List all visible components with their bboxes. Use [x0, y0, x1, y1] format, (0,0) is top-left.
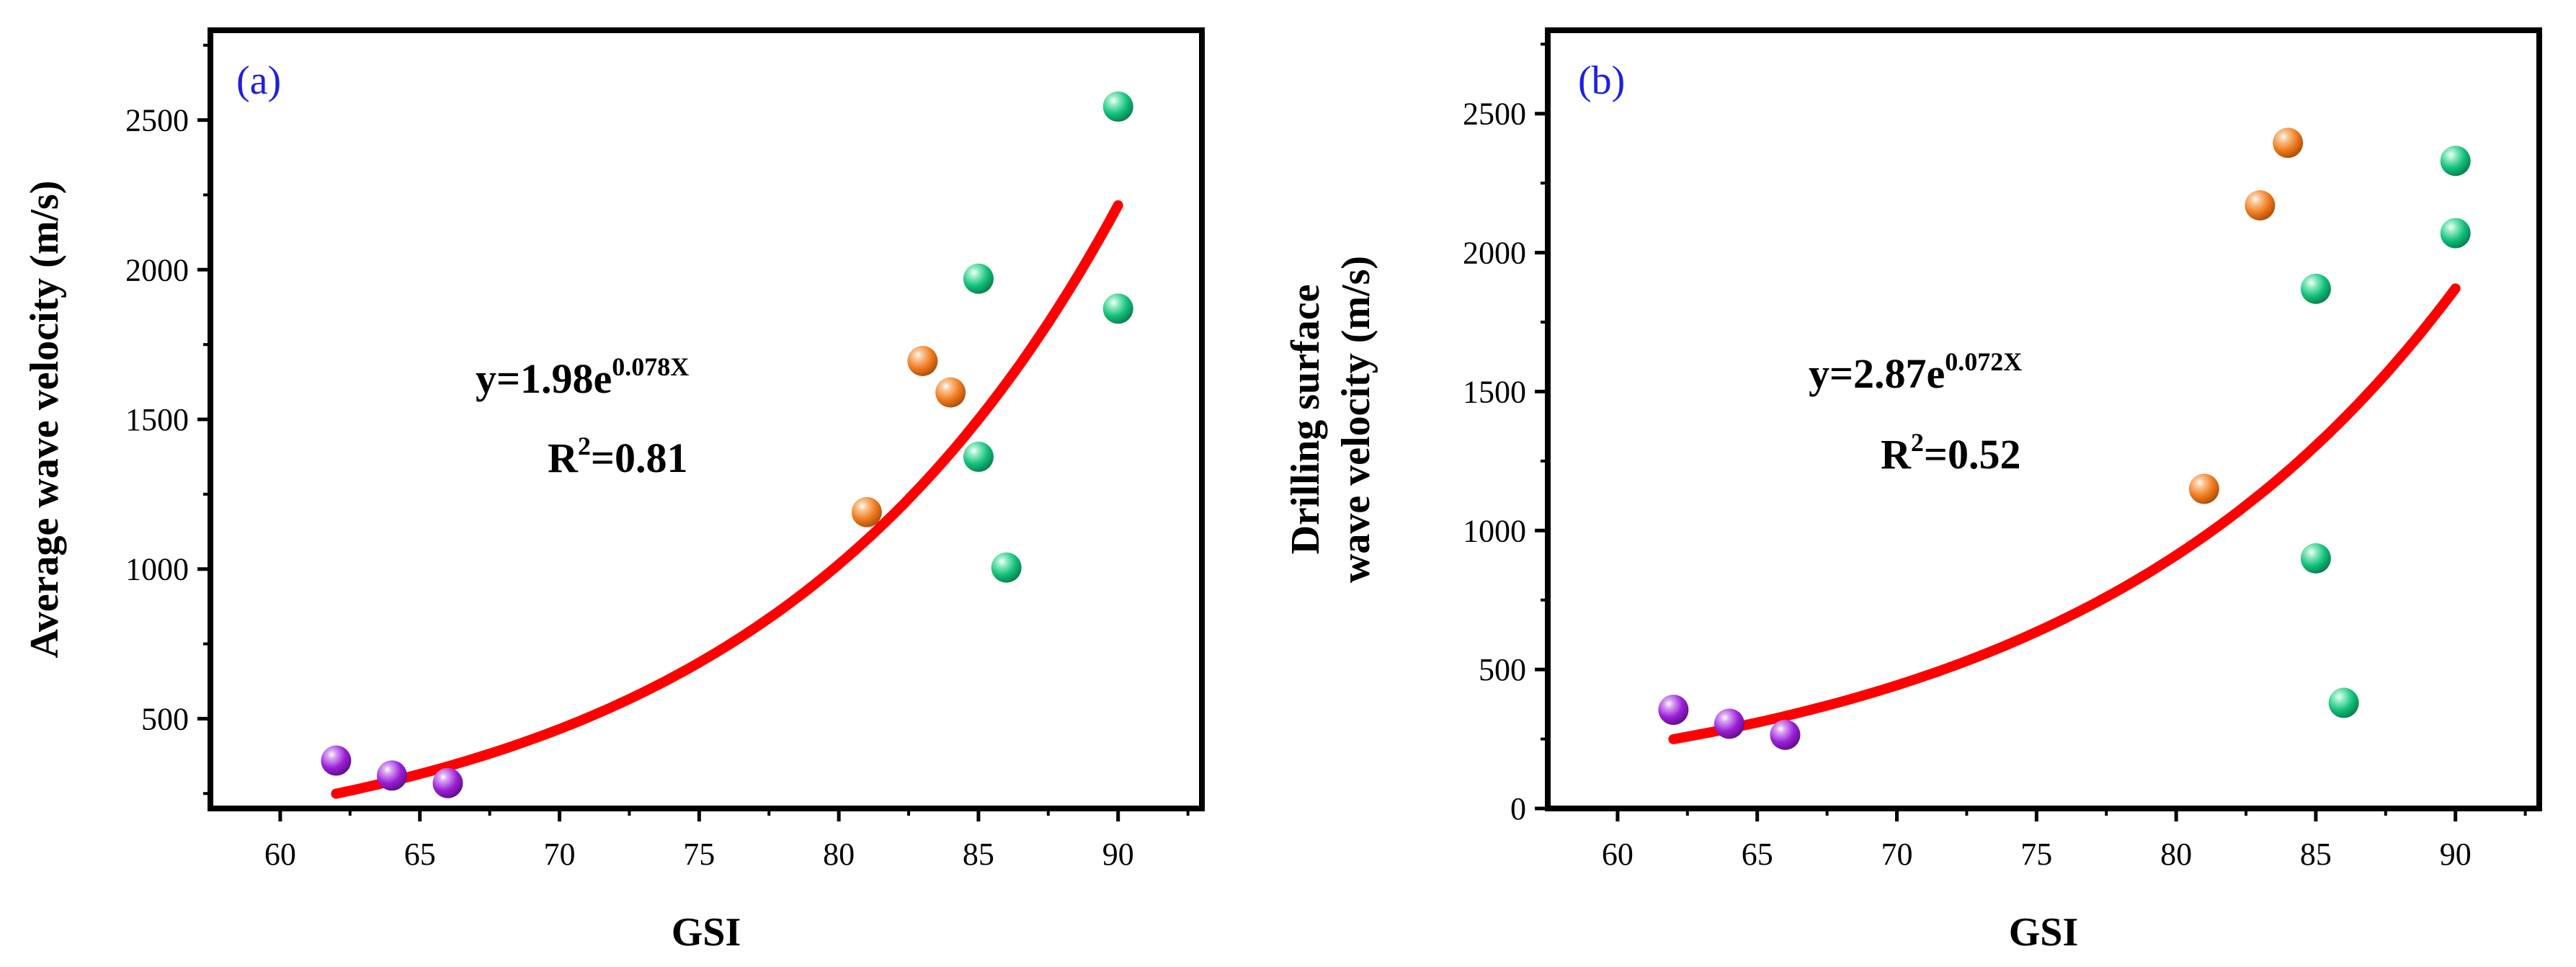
data-point-purple	[1770, 719, 1801, 750]
x-tick-label: 75	[2020, 837, 2052, 872]
x-tick-label: 70	[544, 837, 576, 872]
data-point-green	[991, 552, 1022, 583]
data-points	[321, 91, 1133, 798]
data-point-green	[1102, 91, 1133, 122]
axis-ticks	[197, 43, 1190, 821]
x-tick-label: 85	[2300, 837, 2332, 872]
x-tick-labels: 60 65 70 75 80 85 90	[1602, 837, 2472, 872]
data-point-purple	[321, 745, 352, 776]
data-point-orange	[2188, 473, 2219, 504]
x-tick-labels: 60 65 70 75 80 85 90	[264, 837, 1134, 872]
fit-equation: y=2.87e0.072X	[1809, 347, 2022, 397]
y-tick-label: 0	[1510, 791, 1526, 826]
fit-equation: y=1.98e0.078X	[476, 352, 689, 402]
panel-label: (b)	[1578, 58, 1625, 103]
r-squared: R2=0.52	[1881, 428, 2020, 478]
data-point-green	[963, 263, 994, 294]
y-tick-label: 1000	[1463, 513, 1526, 548]
x-tick-label: 85	[963, 837, 994, 872]
y-tick-label: 2500	[125, 103, 189, 138]
data-point-green	[2300, 273, 2331, 304]
x-tick-label: 90	[1102, 837, 1134, 872]
data-point-green	[2440, 146, 2471, 177]
x-axis-title: GSI	[672, 910, 741, 955]
data-point-purple	[1658, 695, 1689, 726]
x-tick-label: 75	[683, 837, 715, 872]
data-point-orange	[851, 496, 882, 527]
y-tick-label: 2000	[125, 252, 189, 288]
data-point-green	[963, 441, 994, 472]
fit-curve	[331, 200, 1123, 799]
data-point-orange	[907, 346, 938, 376]
data-points	[1658, 128, 2471, 750]
panel-label: (a)	[236, 58, 281, 103]
y-tick-label: 2000	[1463, 236, 1526, 271]
fit-curve	[1668, 283, 2461, 744]
y-axis-title: Average wave velocity (m/s)	[22, 181, 67, 659]
y-axis-title-line2: wave velocity (m/s)	[1334, 256, 1378, 583]
data-point-purple	[1713, 708, 1744, 739]
x-tick-label: 90	[2440, 837, 2472, 872]
y-axis-title-line1: Drilling surface	[1283, 285, 1328, 555]
y-tick-label: 500	[141, 701, 189, 736]
y-tick-labels: 0 500 1000 1500 2000 2500	[1463, 97, 1526, 826]
y-tick-labels: 500 1000 1500 2000 2500	[125, 103, 189, 737]
y-tick-label: 1500	[1463, 374, 1526, 409]
y-tick-label: 1500	[125, 402, 189, 437]
data-point-orange	[935, 377, 966, 408]
x-tick-label: 60	[264, 837, 296, 872]
data-point-orange	[2245, 190, 2276, 220]
x-tick-label: 80	[2160, 837, 2192, 872]
data-point-purple	[432, 767, 463, 798]
data-point-green	[2300, 543, 2331, 574]
x-axis-title: GSI	[2009, 910, 2079, 955]
axis-ticks	[1535, 43, 2527, 821]
r-squared: R2=0.81	[548, 432, 687, 481]
x-tick-label: 70	[1881, 837, 1913, 872]
data-point-purple	[376, 760, 407, 791]
x-tick-label: 60	[1602, 837, 1634, 872]
data-point-green	[2328, 687, 2359, 718]
panel-a: 60 65 70 75 80 85 90 500 1000 1500 2000 2500 (a) G…	[22, 27, 1205, 955]
plot-frame	[208, 27, 1205, 811]
y-tick-label: 2500	[1463, 97, 1526, 132]
y-tick-label: 500	[1479, 652, 1526, 687]
y-tick-label: 1000	[125, 552, 189, 587]
data-point-green	[1102, 293, 1133, 324]
x-tick-label: 65	[404, 837, 436, 872]
data-point-green	[2440, 218, 2471, 249]
plot-frame	[1545, 27, 2542, 811]
x-tick-label: 65	[1742, 837, 1773, 872]
data-point-orange	[2273, 128, 2304, 159]
x-tick-label: 80	[823, 837, 855, 872]
